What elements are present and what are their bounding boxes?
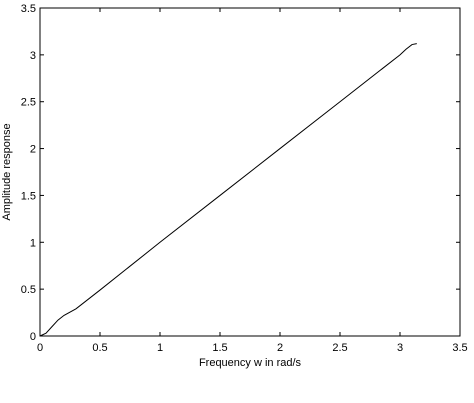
x-tick-label: 0 bbox=[37, 342, 43, 354]
x-tick-label: 0.5 bbox=[92, 342, 107, 354]
x-axis-label: Frequency w in rad/s bbox=[199, 357, 302, 369]
y-tick-label: 1.5 bbox=[21, 190, 36, 202]
y-tick-label: 2 bbox=[30, 144, 36, 156]
y-tick-label: 2.5 bbox=[21, 97, 36, 109]
y-tick-label: 3 bbox=[30, 50, 36, 62]
x-tick-label: 1.5 bbox=[212, 342, 227, 354]
series-line-0 bbox=[39, 43, 417, 337]
x-tick-label: 1 bbox=[157, 342, 163, 354]
x-tick-label: 3 bbox=[397, 342, 403, 354]
y-tick-label: 0.5 bbox=[21, 284, 36, 296]
y-axis-ticks: 0 0.5 1 1.5 2 2.5 3 3.5 bbox=[21, 3, 460, 343]
series-group bbox=[39, 43, 417, 337]
y-tick-label: 0 bbox=[30, 331, 36, 343]
x-tick-label: 2.5 bbox=[332, 342, 347, 354]
x-tick-label: 2 bbox=[277, 342, 283, 354]
y-tick-label: 3.5 bbox=[21, 3, 36, 15]
x-tick-label: 3.5 bbox=[452, 342, 467, 354]
x-axis-ticks: 0 0.5 1 1.5 2 2.5 3 3.5 bbox=[37, 8, 468, 354]
y-axis-label: Amplitude response bbox=[1, 123, 13, 220]
plot-frame bbox=[39, 7, 461, 337]
y-tick-label: 1 bbox=[30, 237, 36, 249]
